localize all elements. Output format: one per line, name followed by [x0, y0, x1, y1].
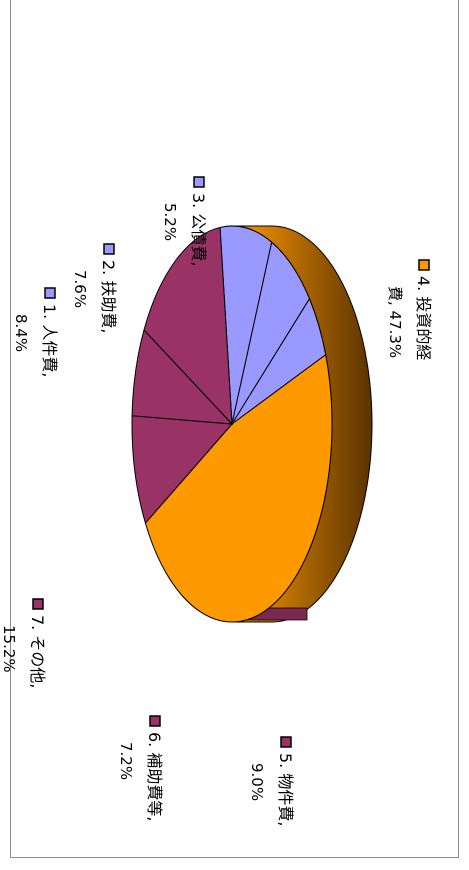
- legend-marker-6: [149, 715, 161, 727]
- slice-label-7-name: 7. その他,: [28, 615, 47, 688]
- pie-slice-5: [131, 415, 234, 525]
- slice-label-2-value: 7.6%: [71, 270, 89, 308]
- slice-label-1-name: 1. 人件費,: [40, 304, 59, 377]
- legend-marker-1: [44, 287, 56, 299]
- legend-marker-2: [103, 243, 115, 255]
- legend-marker-3: [193, 176, 205, 188]
- pie-top: [131, 225, 333, 623]
- slice-label-6-name: 6. 補助費等,: [145, 732, 164, 821]
- legend-marker-4: [418, 259, 430, 271]
- chart-frame: [10, 0, 459, 858]
- pie-slice-1: [219, 225, 273, 425]
- slice-label-5-value: 9.0%: [248, 763, 266, 801]
- pie-slice-7: [143, 226, 233, 426]
- legend-marker-7: [32, 598, 44, 610]
- slice-label-5-name: 5. 物件費,: [276, 753, 295, 826]
- labels: 1. 人件費, 8.4% 2. 扶助費, 7.6% 3. 公債費, 5.2% 4…: [0, 176, 433, 826]
- slice-label-3-value: 5.2%: [161, 203, 179, 241]
- pie-slice-2: [231, 241, 311, 425]
- slice-label-7-value: 15.2%: [0, 625, 18, 673]
- pie-slice-4: [144, 353, 333, 623]
- slice-label-4-value: 費, 47.3%: [386, 286, 404, 358]
- legend-marker-5: [280, 736, 292, 748]
- slice-label-4-name: 4. 投資的経: [414, 276, 433, 360]
- slice-label-6-value: 7.2%: [117, 742, 135, 780]
- slice-label-3-name: 3. 公債費,: [189, 193, 208, 266]
- slice-label-1-value: 8.4%: [12, 314, 30, 352]
- slice-label-2-name: 2. 扶助費,: [99, 260, 118, 333]
